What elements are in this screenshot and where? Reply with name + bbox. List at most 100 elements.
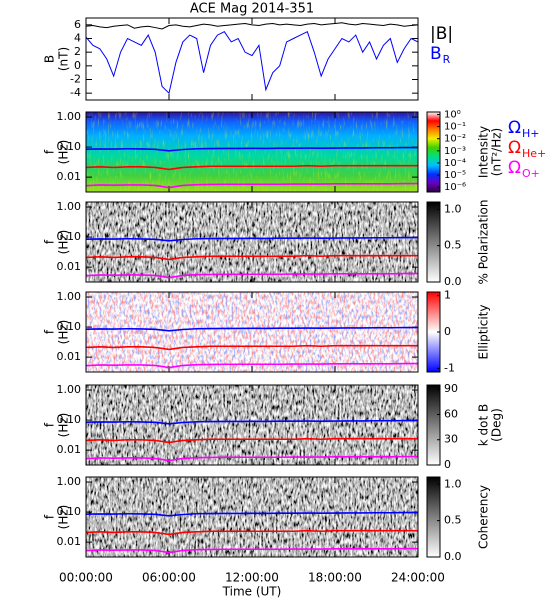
colorbar-tick-label: 0 <box>444 458 451 471</box>
series-line <box>85 437 418 444</box>
series-line <box>85 344 418 351</box>
y-tick-label: 0.10 <box>57 505 82 518</box>
x-tick-label: 18:00:00 <box>308 571 362 585</box>
colorbar-tick-label: 10⁰ <box>444 109 461 120</box>
colorbar <box>426 111 441 193</box>
series-line <box>85 419 418 425</box>
y-axis-label: f <box>43 422 57 427</box>
series-line <box>85 547 418 554</box>
colorbar-label: (Deg) <box>490 408 504 442</box>
series-line <box>85 164 418 171</box>
y-tick-label: 0.10 <box>57 140 82 153</box>
colorbar <box>426 384 441 466</box>
legend-label: |B| <box>430 24 453 44</box>
x-tick-label: 24:00:00 <box>391 571 445 585</box>
colorbar-tick-label: 0.0 <box>444 275 462 288</box>
series-line <box>85 182 418 189</box>
panel-frame <box>85 476 419 558</box>
legend-label: B <box>430 44 442 64</box>
series-line <box>85 272 418 279</box>
series-line <box>85 511 418 517</box>
y-tick-label: 0.10 <box>57 230 82 243</box>
y-tick-label: 0.01 <box>57 443 82 456</box>
y-axis-label: (nT) <box>57 47 71 71</box>
x-axis-label: Time (UT) <box>222 585 282 599</box>
panel-frame <box>85 111 419 193</box>
y-tick-label: -4 <box>70 86 81 99</box>
x-tick-label: 12:00:00 <box>225 571 279 585</box>
series-line <box>85 254 418 261</box>
y-axis-label: B <box>43 55 57 63</box>
panel-frame <box>85 201 419 283</box>
colorbar-tick-label: 10⁻⁴ <box>444 158 466 169</box>
colorbar-label: (nT²/Hz) <box>490 128 504 176</box>
colorbar-tick-label: 0 <box>444 325 451 338</box>
y-tick-label: 2 <box>74 45 81 58</box>
legend-label: Ω <box>508 138 521 158</box>
colorbar <box>426 201 441 283</box>
y-axis-label: (Hz) <box>57 505 71 530</box>
series-line <box>85 326 418 332</box>
y-tick-label: 0.01 <box>57 535 82 548</box>
y-tick-label: 0.01 <box>57 260 82 273</box>
series-line <box>85 362 418 369</box>
y-axis-label: (Hz) <box>57 320 71 345</box>
spectrogram-image <box>86 385 418 465</box>
chart-title: ACE Mag 2014-351 <box>190 2 314 17</box>
colorbar-label: k dot B <box>477 404 491 446</box>
colorbar-tick-label: 1 <box>444 289 451 302</box>
colorbar-tick-label: 10⁻⁵ <box>444 170 466 181</box>
series-line <box>85 236 418 242</box>
y-tick-label: 1.00 <box>57 383 82 396</box>
colorbar-tick-label: 10⁻³ <box>444 146 466 157</box>
y-tick-label: 0.01 <box>57 170 82 183</box>
legend-label: Ω <box>508 158 521 178</box>
y-tick-label: 1.00 <box>57 475 82 488</box>
series-line <box>85 30 419 95</box>
y-tick-label: 0.10 <box>57 413 82 426</box>
y-tick-label: -2 <box>70 73 81 86</box>
legend-subscript: O+ <box>522 167 540 180</box>
y-tick-label: 1.00 <box>57 110 82 123</box>
series-line <box>85 529 418 536</box>
y-axis-label: (Hz) <box>57 230 71 255</box>
spectrogram-image <box>86 202 418 282</box>
legend-subscript: R <box>443 53 451 66</box>
y-axis-label: (Hz) <box>57 413 71 438</box>
colorbar-label: Coherency <box>477 485 491 549</box>
legend-subscript: H+ <box>522 127 540 140</box>
y-axis-label: f <box>43 239 57 244</box>
panel-frame <box>85 17 419 101</box>
spectrogram-image <box>86 477 418 557</box>
y-tick-label: 4 <box>74 32 81 45</box>
colorbar-tick-label: 0.5 <box>444 514 462 527</box>
y-tick-label: 1.00 <box>57 200 82 213</box>
x-tick-label: 00:00:00 <box>59 571 113 585</box>
y-tick-label: 1.00 <box>57 290 82 303</box>
spectrogram-texture <box>86 292 418 372</box>
colorbar-tick-label: -1 <box>444 361 455 374</box>
colorbar-tick-label: 90 <box>444 382 458 395</box>
panel-frame <box>85 384 419 466</box>
colorbar-tick-label: 1.0 <box>444 202 462 215</box>
colorbar <box>426 476 441 558</box>
spectrogram-texture <box>86 112 418 192</box>
colorbar-tick-label: 30 <box>444 433 458 446</box>
series-line <box>85 146 418 152</box>
y-tick-label: 6 <box>74 18 81 31</box>
series-line <box>85 22 419 30</box>
y-axis-label: f <box>43 329 57 334</box>
colorbar-tick-label: 10⁻² <box>444 134 466 145</box>
y-tick-label: 0.01 <box>57 350 82 363</box>
legend-subscript: He+ <box>522 147 546 160</box>
colorbar-tick-label: 10⁻⁶ <box>444 182 466 193</box>
panel-frame <box>85 291 419 373</box>
y-tick-label: 0.10 <box>57 320 82 333</box>
x-tick-label: 06:00:00 <box>142 571 196 585</box>
colorbar-label: Ellipticity <box>477 305 491 360</box>
colorbar-tick-label: 0.0 <box>444 550 462 563</box>
colorbar-tick-label: 1.0 <box>444 477 462 490</box>
series-line <box>85 455 418 462</box>
colorbar-tick-label: 0.5 <box>444 239 462 252</box>
y-axis-label: f <box>43 149 57 154</box>
